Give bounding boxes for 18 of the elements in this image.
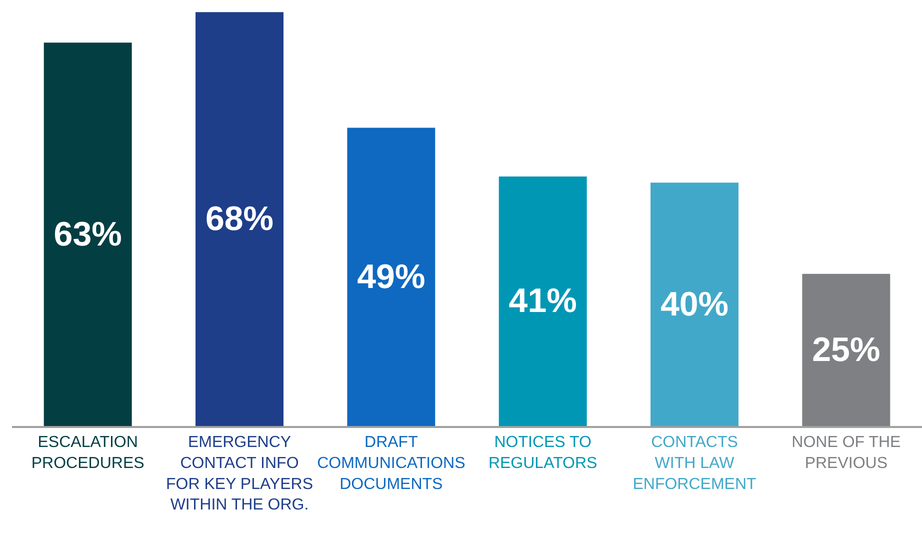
x-tick-label: CONTACTS WITH LAW ENFORCEMENT bbox=[632, 434, 756, 493]
data-label: 41% bbox=[508, 282, 577, 320]
bar bbox=[650, 182, 738, 426]
bar bbox=[347, 128, 436, 426]
bar bbox=[498, 176, 587, 426]
bar bbox=[802, 274, 890, 426]
x-tick-label: NONE OF THE PREVIOUS bbox=[792, 434, 901, 472]
bar bbox=[44, 42, 132, 426]
bar bbox=[196, 12, 284, 426]
data-label: 68% bbox=[205, 200, 274, 238]
x-tick-label: NOTICES TO REGULATORS bbox=[488, 434, 598, 472]
data-label: 40% bbox=[660, 285, 729, 324]
data-label: 63% bbox=[54, 215, 122, 254]
x-tick-label: EMERGENCY CONTACT INFO FOR KEY PLAYERS WITHIN THE ORG. bbox=[166, 434, 314, 514]
x-tick-label: DRAFT COMMUNICATIONS DOCUMENTS bbox=[317, 434, 466, 493]
x-tick-label: ESCALATION PROCEDURES bbox=[31, 434, 144, 472]
data-label: 25% bbox=[812, 330, 880, 369]
data-label: 49% bbox=[357, 258, 426, 296]
